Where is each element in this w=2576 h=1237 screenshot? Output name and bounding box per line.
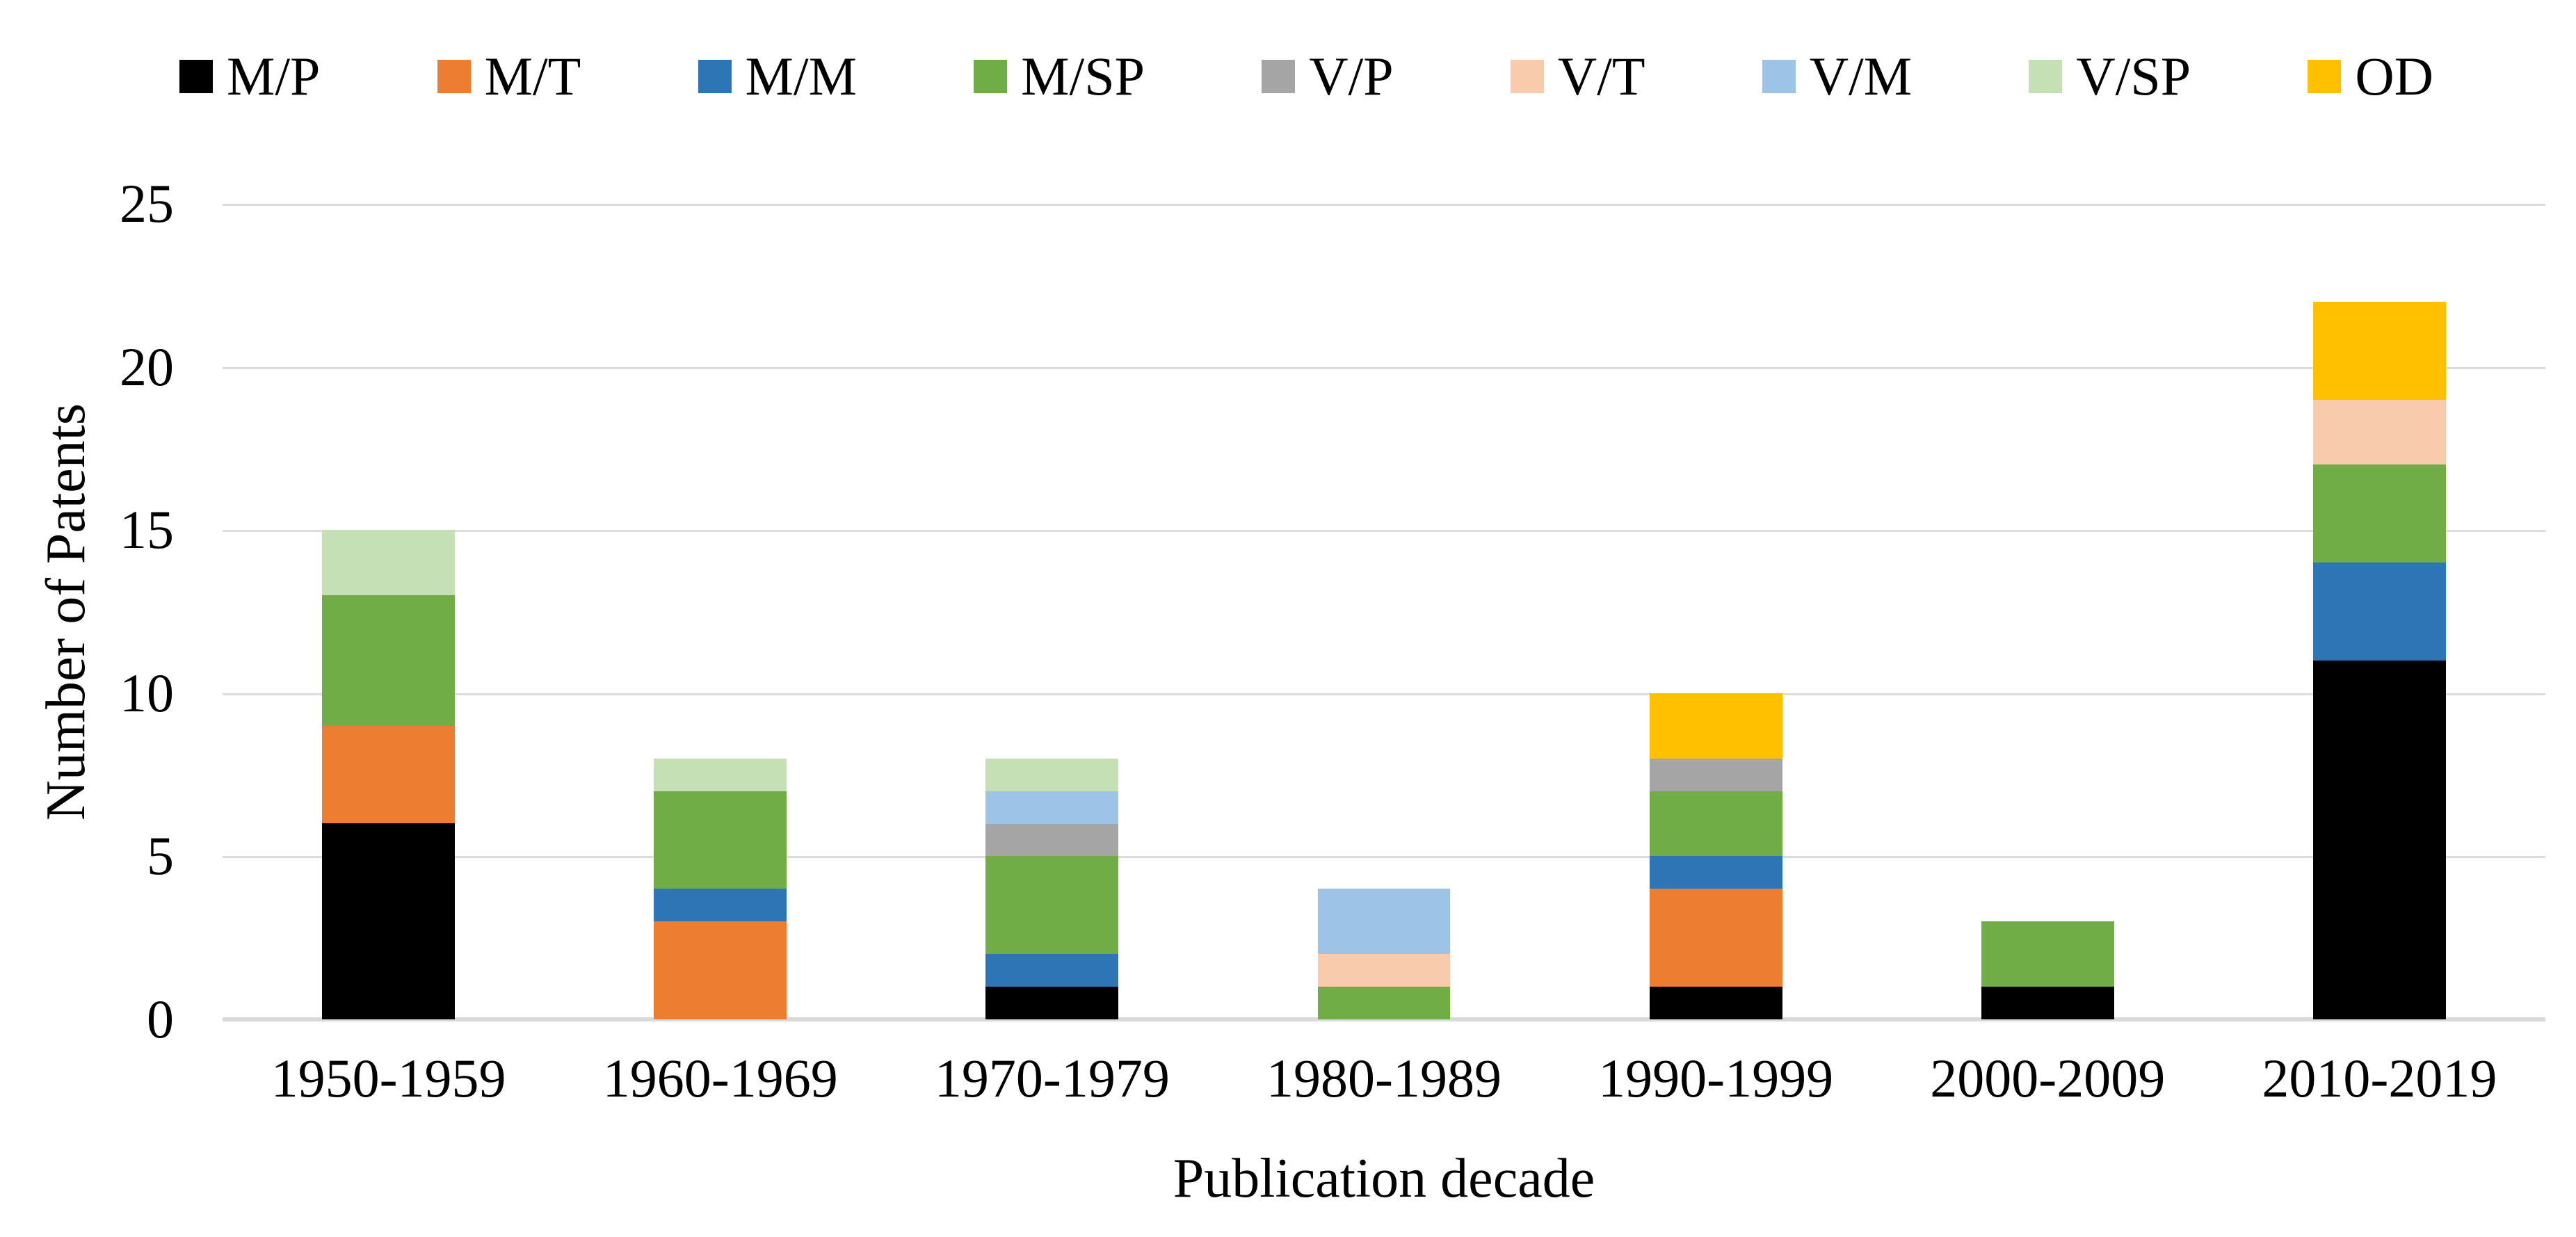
- x-tick-label-1960-1969: 1960-1969: [602, 1048, 838, 1108]
- bar-segment-m-sp: [1649, 791, 1782, 857]
- y-tick-label-10: 10: [120, 662, 174, 723]
- y-tick-label-5: 5: [147, 825, 174, 887]
- bar-slot-1970-1979: [886, 204, 1218, 1019]
- legend-item-m-t: M/T: [437, 49, 581, 104]
- bar-segment-m-sp: [985, 856, 1119, 955]
- bar-segment-m-t: [654, 921, 787, 1019]
- bar-segment-m-sp: [1981, 921, 2114, 987]
- legend-label: M/T: [484, 46, 581, 106]
- stacked-bar-2000-2009: [1981, 204, 2114, 1019]
- bar-segment-v-t: [1317, 954, 1451, 987]
- stacked-bar-2010-2019: [2312, 204, 2446, 1019]
- stacked-bar-1990-1999: [1649, 204, 1782, 1019]
- bar-segment-v-p: [985, 823, 1119, 857]
- bar-segment-v-t: [2312, 399, 2446, 465]
- legend-label: V/P: [1309, 46, 1394, 106]
- legend-label: M/P: [227, 46, 321, 106]
- bar-segment-m-p: [1649, 987, 1782, 1019]
- x-axis-tick-labels: 1950-1959 1960-1969 1970-1979 1980-1989 1990…: [223, 1051, 2545, 1106]
- bar-segment-m-m: [2312, 563, 2446, 661]
- bar-segment-m-t: [1649, 889, 1782, 987]
- x-axis-title: Publication decade: [1173, 1148, 1595, 1209]
- legend-label: V/T: [1557, 46, 1645, 106]
- bar-slot-1980-1989: [1218, 204, 1549, 1019]
- bar-slot-1960-1969: [554, 204, 886, 1019]
- stacked-bar-1950-1959: [322, 204, 455, 1019]
- legend-swatch-icon: [179, 60, 213, 93]
- legend-swatch-icon: [437, 60, 471, 93]
- bar-slot-2000-2009: [1882, 204, 2214, 1019]
- bar-slot-1950-1959: [223, 204, 554, 1019]
- legend-item-m-p: M/P: [179, 49, 320, 104]
- stacked-bar-1970-1979: [985, 204, 1119, 1019]
- bar-segment-od: [1649, 693, 1782, 759]
- legend-item-m-sp: M/SP: [974, 49, 1145, 104]
- x-tick-label-2010-2019: 2010-2019: [2262, 1048, 2497, 1108]
- plot-area: [223, 204, 2545, 1021]
- bar-segment-v-p: [1649, 758, 1782, 791]
- chart-legend: M/P M/T M/M M/SP V/P V/T V/M V/SP OD: [179, 35, 2433, 118]
- gridline-15: [223, 530, 2545, 533]
- legend-item-v-sp: V/SP: [2029, 49, 2191, 104]
- legend-label: V/SP: [2076, 46, 2191, 106]
- bar-segment-m-m: [654, 889, 787, 922]
- legend-item-v-m: V/M: [1762, 49, 1912, 104]
- x-tick-label-1980-1989: 1980-1989: [1266, 1048, 1502, 1108]
- gridline-25: [223, 204, 2545, 206]
- x-tick-label-2000-2009: 2000-2009: [1930, 1048, 2166, 1108]
- bars-container: [223, 204, 2545, 1019]
- legend-label: V/M: [1809, 46, 1913, 106]
- stacked-bar-1960-1969: [654, 204, 787, 1019]
- legend-item-v-t: V/T: [1510, 46, 1645, 106]
- legend-swatch-icon: [1262, 60, 1296, 93]
- bar-segment-m-sp: [2312, 464, 2446, 563]
- bar-segment-od: [2312, 301, 2446, 400]
- y-tick-label-0: 0: [147, 989, 174, 1049]
- stacked-bar-1980-1989: [1317, 204, 1451, 1019]
- bar-segment-v-sp: [322, 530, 455, 596]
- x-tick-label-1970-1979: 1970-1979: [934, 1048, 1170, 1108]
- legend-item-v-p: V/P: [1262, 46, 1394, 106]
- bar-segment-m-p: [985, 987, 1119, 1019]
- gridline-5: [223, 856, 2545, 859]
- bar-segment-v-m: [985, 791, 1119, 824]
- legend-label: OD: [2355, 46, 2433, 106]
- bar-segment-m-sp: [1317, 987, 1451, 1019]
- legend-swatch-icon: [1510, 60, 1544, 93]
- legend-item-m-m: M/M: [698, 49, 857, 104]
- x-tick-label-1990-1999: 1990-1999: [1598, 1048, 1834, 1108]
- legend-swatch-icon: [698, 60, 732, 93]
- bar-segment-m-m: [1649, 856, 1782, 889]
- legend-swatch-icon: [1762, 60, 1796, 93]
- bar-segment-m-m: [985, 954, 1119, 987]
- legend-swatch-icon: [974, 60, 1008, 93]
- x-axis-line: [223, 1017, 2545, 1021]
- y-tick-label-25: 25: [120, 173, 174, 234]
- legend-item-od: OD: [2308, 49, 2433, 104]
- bar-segment-v-sp: [985, 758, 1119, 791]
- y-axis-tick-labels: 25 20 15 10 5 0: [0, 177, 174, 1046]
- legend-swatch-icon: [2308, 60, 2342, 93]
- bar-segment-m-p: [2312, 660, 2446, 1019]
- bar-segment-m-p: [322, 823, 455, 1019]
- gridline-20: [223, 366, 2545, 369]
- bar-segment-m-p: [1981, 987, 2114, 1019]
- y-tick-label-20: 20: [120, 336, 174, 397]
- bar-segment-v-m: [1317, 889, 1451, 955]
- bar-segment-m-t: [322, 725, 455, 824]
- y-tick-label-15: 15: [120, 499, 174, 560]
- legend-label: M/SP: [1021, 46, 1145, 106]
- bar-segment-m-sp: [322, 595, 455, 726]
- legend-swatch-icon: [2029, 60, 2063, 93]
- bar-slot-1990-1999: [1550, 204, 1882, 1019]
- bar-segment-v-sp: [654, 758, 787, 791]
- x-tick-label-1950-1959: 1950-1959: [271, 1048, 506, 1108]
- bar-segment-m-sp: [654, 791, 787, 889]
- bar-slot-2010-2019: [2214, 204, 2545, 1019]
- gridline-10: [223, 693, 2545, 695]
- legend-label: M/M: [745, 46, 857, 106]
